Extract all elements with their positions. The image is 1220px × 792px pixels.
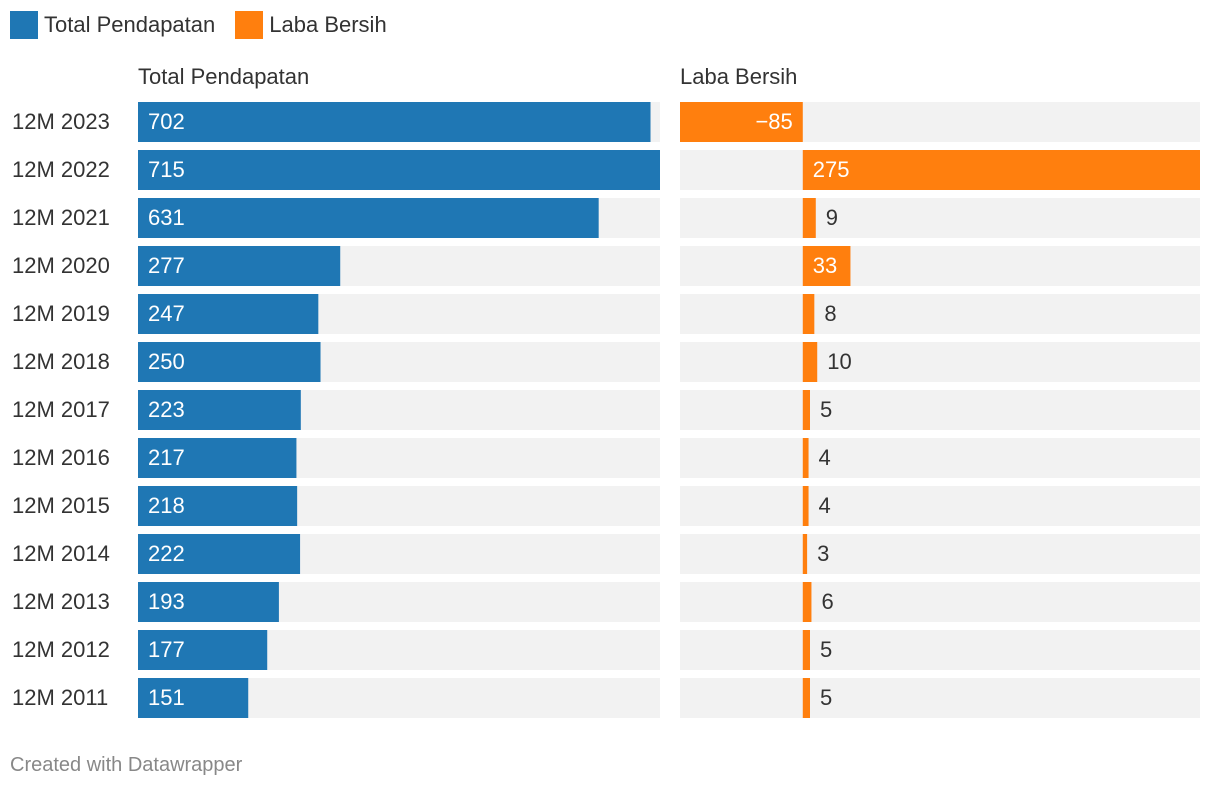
value-label-laba-bersih: 9 xyxy=(826,205,838,230)
bar-track-laba-bersih xyxy=(680,198,1200,238)
bar-total-pendapatan xyxy=(138,390,301,430)
value-label-total-pendapatan: 222 xyxy=(148,541,185,566)
bar-total-pendapatan xyxy=(138,582,279,622)
bar-total-pendapatan xyxy=(138,294,319,334)
bar-track-laba-bersih xyxy=(680,438,1200,478)
category-label-12m-2015: 12M 2015 xyxy=(12,493,110,518)
bar-laba-bersih xyxy=(802,534,808,574)
value-label-total-pendapatan: 250 xyxy=(148,349,185,374)
legend-label-total-pendapatan: Total Pendapatan xyxy=(44,12,216,37)
value-label-laba-bersih: 3 xyxy=(817,541,829,566)
value-label-total-pendapatan: 218 xyxy=(148,493,185,518)
bar-laba-bersih xyxy=(802,678,810,718)
bar-total-pendapatan xyxy=(138,150,660,190)
value-label-total-pendapatan: 715 xyxy=(148,157,185,182)
bar-track-laba-bersih xyxy=(680,294,1200,334)
legend-swatch-total-pendapatan xyxy=(10,11,38,39)
bar-laba-bersih xyxy=(802,630,810,670)
value-label-total-pendapatan: 247 xyxy=(148,301,185,326)
value-label-laba-bersih: 5 xyxy=(820,685,832,710)
category-label-12m-2014: 12M 2014 xyxy=(12,541,110,566)
bar-track-laba-bersih xyxy=(680,342,1200,382)
bar-total-pendapatan xyxy=(138,438,297,478)
bar-track-laba-bersih xyxy=(680,246,1200,286)
category-label-12m-2022: 12M 2022 xyxy=(12,157,110,182)
value-label-total-pendapatan: 631 xyxy=(148,205,185,230)
bar-laba-bersih xyxy=(802,342,818,382)
bar-laba-bersih xyxy=(680,102,803,142)
category-label-12m-2016: 12M 2016 xyxy=(12,445,110,470)
value-label-total-pendapatan: 217 xyxy=(148,445,185,470)
bar-total-pendapatan xyxy=(138,630,268,670)
value-label-laba-bersih: 6 xyxy=(821,589,833,614)
category-label-12m-2011: 12M 2011 xyxy=(12,685,108,710)
value-label-laba-bersih: 10 xyxy=(827,349,851,374)
bar-total-pendapatan xyxy=(138,246,341,286)
value-label-laba-bersih: 4 xyxy=(819,493,831,518)
category-label-12m-2019: 12M 2019 xyxy=(12,301,110,326)
bar-laba-bersih xyxy=(802,438,809,478)
bar-total-pendapatan xyxy=(138,102,651,142)
category-label-12m-2018: 12M 2018 xyxy=(12,349,110,374)
value-label-laba-bersih: −85 xyxy=(755,109,792,134)
footer-credit: Created with Datawrapper xyxy=(10,754,243,776)
value-label-total-pendapatan: 277 xyxy=(148,253,185,278)
value-label-laba-bersih: 5 xyxy=(820,637,832,662)
category-label-12m-2020: 12M 2020 xyxy=(12,253,110,278)
legend: Total Pendapatan Laba Bersih xyxy=(10,10,407,40)
bar-chart: 12M 2023 12M 2022 12M 2021 12M 2020 12M 2019… xyxy=(12,102,1200,718)
legend-item-total-pendapatan[interactable]: Total Pendapatan xyxy=(10,11,215,39)
value-label-total-pendapatan: 702 xyxy=(148,109,185,134)
bar-laba-bersih xyxy=(802,390,810,430)
bar-track-laba-bersih xyxy=(680,630,1200,670)
value-label-laba-bersih: 275 xyxy=(813,157,850,182)
bar-laba-bersih xyxy=(802,198,816,238)
category-label-12m-2017: 12M 2017 xyxy=(12,397,110,422)
bar-laba-bersih xyxy=(802,486,809,526)
value-label-laba-bersih: 5 xyxy=(820,397,832,422)
value-label-laba-bersih: 4 xyxy=(819,445,831,470)
legend-item-laba-bersih[interactable]: Laba Bersih xyxy=(235,11,387,39)
bar-total-pendapatan xyxy=(138,678,249,718)
bar-total-pendapatan xyxy=(138,342,321,382)
bar-laba-bersih xyxy=(802,246,851,286)
value-label-laba-bersih: 8 xyxy=(824,301,836,326)
category-label-12m-2013: 12M 2013 xyxy=(12,589,110,614)
category-label-12m-2012: 12M 2012 xyxy=(12,637,110,662)
bar-total-pendapatan xyxy=(138,534,301,574)
legend-swatch-laba-bersih xyxy=(235,11,264,39)
category-label-12m-2021: 12M 2021 xyxy=(12,205,110,230)
bar-track-laba-bersih xyxy=(680,390,1200,430)
category-label-12m-2023: 12M 2023 xyxy=(12,109,110,134)
value-label-total-pendapatan: 151 xyxy=(148,685,185,710)
legend-label-laba-bersih: Laba Bersih xyxy=(269,12,387,37)
bar-track-laba-bersih xyxy=(680,678,1200,718)
bar-total-pendapatan xyxy=(138,198,599,238)
value-label-total-pendapatan: 177 xyxy=(148,637,185,662)
value-label-laba-bersih: 33 xyxy=(813,253,837,278)
bar-track-laba-bersih xyxy=(680,582,1200,622)
bar-laba-bersih xyxy=(802,582,812,622)
bar-laba-bersih xyxy=(802,294,815,334)
bar-total-pendapatan xyxy=(138,486,298,526)
panel-title-total-pendapatan: Total Pendapatan xyxy=(138,64,310,89)
bar-track-laba-bersih xyxy=(680,534,1200,574)
bar-laba-bersih xyxy=(802,150,1200,190)
value-label-total-pendapatan: 223 xyxy=(148,397,185,422)
value-label-total-pendapatan: 193 xyxy=(148,589,185,614)
bar-track-laba-bersih xyxy=(680,486,1200,526)
panel-title-laba-bersih: Laba Bersih xyxy=(680,64,798,89)
